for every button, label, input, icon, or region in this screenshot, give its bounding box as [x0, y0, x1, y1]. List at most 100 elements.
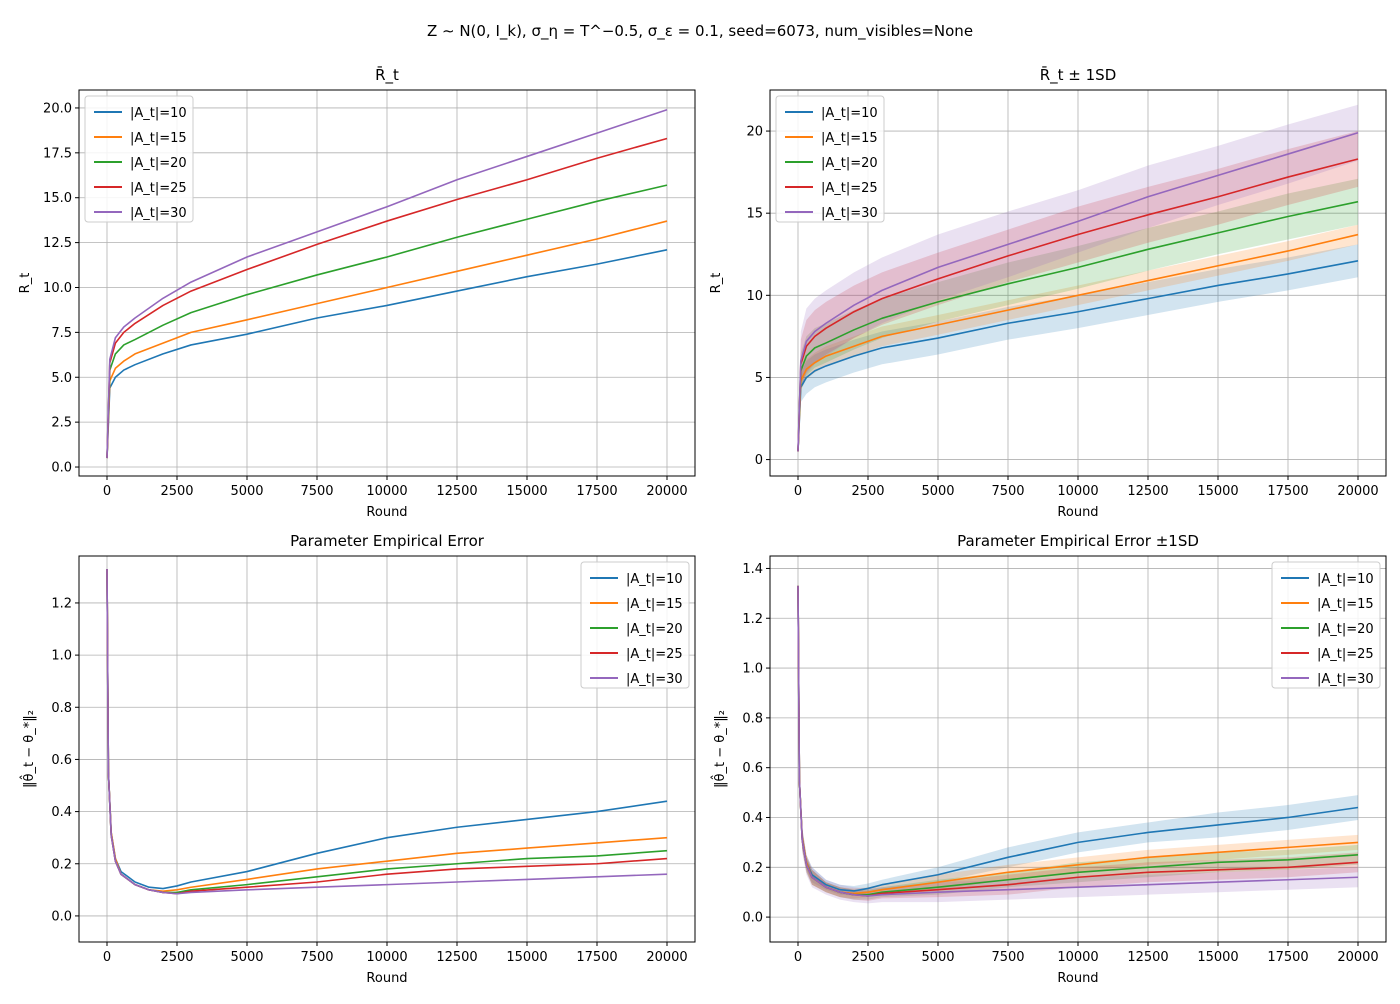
y-tick-label: 17.5: [43, 146, 72, 161]
series-line-1: [797, 260, 1359, 452]
x-axis-label: Round: [1057, 971, 1098, 986]
sd-band-series-4: [798, 585, 1358, 901]
y-tick-label: 1.0: [742, 662, 763, 677]
y-tick-label: 0.6: [742, 761, 763, 776]
legend-label: |A_t|=30: [130, 206, 187, 221]
y-tick-label: 0.0: [742, 911, 763, 926]
plot-area: [797, 585, 1359, 904]
x-tick-label: 0: [103, 950, 111, 965]
sd-band-series-1: [798, 585, 1358, 896]
x-tick-label: 15000: [506, 484, 547, 499]
y-tick-label: 15.0: [43, 191, 72, 206]
series-line-5: [797, 131, 1359, 452]
x-tick-label: 2500: [160, 950, 193, 965]
sd-band-series-5: [798, 104, 1358, 453]
x-tick-label: 7500: [991, 950, 1024, 965]
y-tick-label: 20: [746, 125, 763, 140]
series-line-4: [106, 137, 668, 459]
sd-band-series-4: [798, 131, 1358, 453]
legend: |A_t|=10 |A_t|=15 |A_t|=20 |A_t|=25 |A_t|=30: [1271, 561, 1381, 689]
x-tick-label: 17500: [576, 950, 617, 965]
figure-suptitle: Z ∼ N(0, I_k), σ_η = T^−0.5, σ_ε = 0.1, …: [427, 22, 973, 41]
x-tick-label: 2500: [851, 950, 884, 965]
sd-band-series-5: [798, 585, 1358, 904]
legend-label: |A_t|=25: [626, 647, 683, 662]
series-line-2: [797, 233, 1359, 452]
x-tick-label: 10000: [1057, 484, 1098, 499]
y-tick-label: 1.0: [51, 649, 72, 664]
y-tick-label: 0.0: [51, 909, 72, 924]
y-tick-label: 0.8: [51, 701, 72, 716]
legend-label: |A_t|=20: [821, 156, 878, 171]
x-tick-label: 12500: [436, 484, 477, 499]
x-tick-label: 7500: [300, 950, 333, 965]
series-line-2: [106, 220, 668, 459]
y-tick-label: 0.6: [51, 753, 72, 768]
x-tick-label: 0: [794, 484, 802, 499]
plot-area: [797, 104, 1359, 453]
legend-label: |A_t|=20: [1317, 622, 1374, 637]
chart-panel-4: 0 2500 5000 7500 10000 12500 15000 17500 20000 0.…: [711, 532, 1387, 986]
x-tick-label: 12500: [1127, 950, 1168, 965]
x-tick-label: 20000: [646, 950, 687, 965]
series-line-3: [797, 200, 1359, 452]
series-line-1: [106, 249, 668, 459]
x-tick-label: 5000: [921, 484, 954, 499]
chart-title: R̄_t: [375, 65, 399, 85]
x-tick-label: 7500: [300, 484, 333, 499]
legend-label: |A_t|=30: [626, 672, 683, 687]
y-tick-label: 12.5: [43, 236, 72, 251]
legend-label: |A_t|=30: [821, 206, 878, 221]
chart-panel-1: 0 2500 5000 7500 10000 12500 15000 17500 20000 0.…: [18, 65, 696, 520]
legend-label: |A_t|=15: [130, 131, 187, 146]
y-tick-label: 1.4: [742, 562, 763, 577]
legend-box: [775, 95, 885, 223]
x-tick-label: 20000: [1337, 950, 1378, 965]
chart-title: Parameter Empirical Error: [290, 532, 485, 550]
x-tick-label: 15000: [506, 950, 547, 965]
y-tick-label: 2.5: [51, 416, 72, 431]
x-tick-label: 10000: [1057, 950, 1098, 965]
x-tick-label: 2500: [160, 484, 193, 499]
chart-title: Parameter Empirical Error ±1SD: [957, 532, 1199, 550]
y-axis-label: ‖θ̂_t − θ_*‖₂: [711, 710, 728, 788]
x-tick-label: 5000: [921, 950, 954, 965]
x-tick-label: 15000: [1197, 484, 1238, 499]
y-axis-label: ‖θ̂_t − θ_*‖₂: [20, 710, 37, 788]
legend-box: [1271, 561, 1381, 689]
legend: |A_t|=10 |A_t|=15 |A_t|=20 |A_t|=25 |A_t|=30: [775, 95, 885, 223]
legend-label: |A_t|=25: [130, 181, 187, 196]
legend-label: |A_t|=30: [1317, 672, 1374, 687]
x-axis-label: Round: [1057, 505, 1098, 520]
y-tick-label: 0.8: [742, 711, 763, 726]
x-tick-label: 0: [794, 950, 802, 965]
legend-box: [580, 561, 690, 689]
sd-band-series-1: [798, 244, 1358, 453]
legend-label: |A_t|=15: [821, 131, 878, 146]
legend-label: |A_t|=15: [1317, 597, 1374, 612]
sd-band-series-3: [798, 585, 1358, 900]
legend-box: [84, 95, 194, 223]
y-tick-label: 5.0: [51, 371, 72, 386]
chart-panel-2: 0 2500 5000 7500 10000 12500 15000 17500 20000 0 5…: [709, 65, 1387, 520]
x-tick-label: 20000: [1337, 484, 1378, 499]
y-tick-label: 0.4: [51, 805, 72, 820]
y-axis-label: R_t: [709, 273, 724, 294]
x-tick-label: 15000: [1197, 950, 1238, 965]
x-tick-label: 10000: [366, 950, 407, 965]
legend-label: |A_t|=20: [130, 156, 187, 171]
plot-area: [106, 569, 668, 895]
y-tick-label: 0.4: [742, 811, 763, 826]
series-line-4: [797, 158, 1359, 452]
legend-label: |A_t|=20: [626, 622, 683, 637]
y-tick-label: 1.2: [742, 612, 763, 627]
y-tick-label: 10.0: [43, 281, 72, 296]
x-tick-label: 5000: [230, 950, 263, 965]
y-tick-label: 15: [746, 207, 763, 222]
x-tick-label: 5000: [230, 484, 263, 499]
series-line-3: [106, 184, 668, 459]
chart-panel-3: 0 2500 5000 7500 10000 12500 15000 17500 20000 0.…: [20, 532, 696, 986]
y-axis-label: R_t: [18, 273, 33, 294]
y-tick-label: 0.2: [51, 857, 72, 872]
